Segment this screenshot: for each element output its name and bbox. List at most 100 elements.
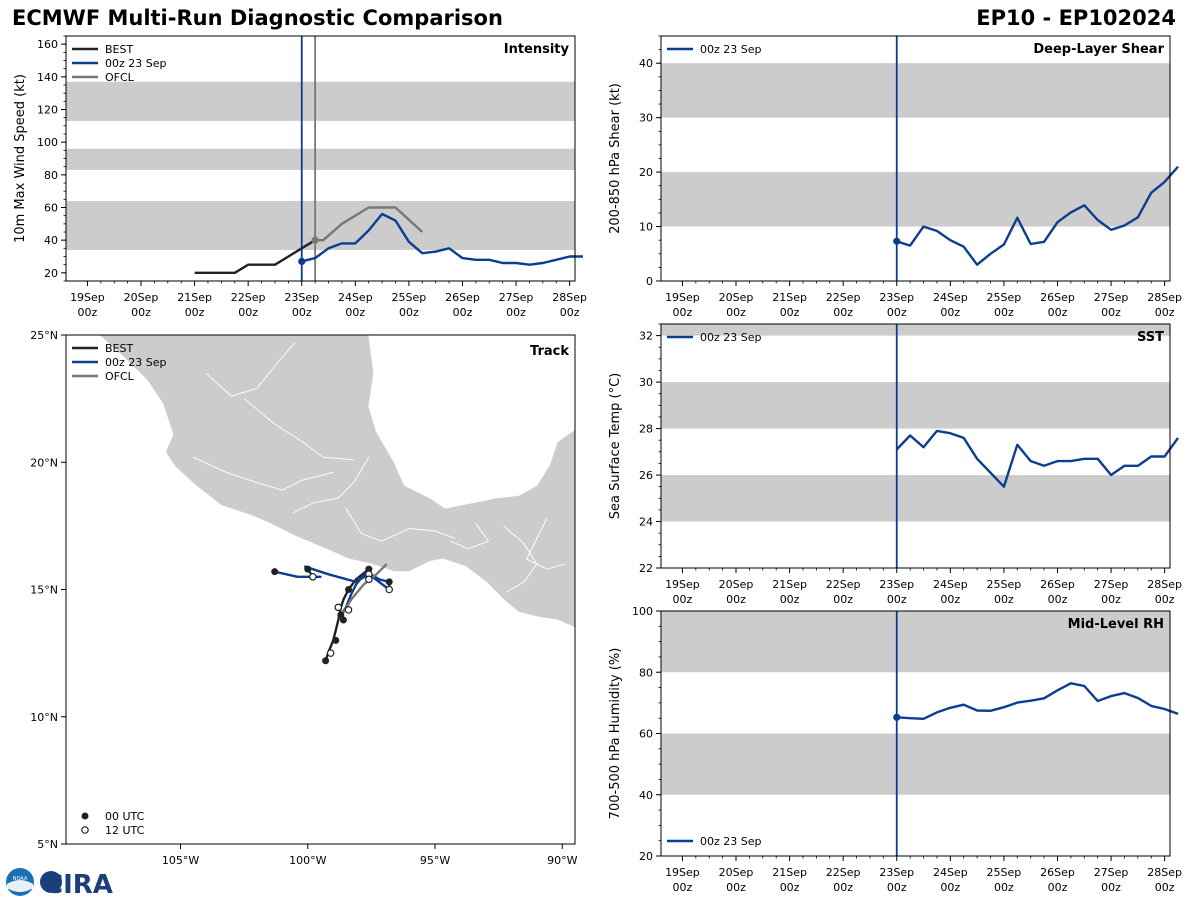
track-point-00utc (304, 566, 311, 573)
sst-xtick-hour: 00z (1048, 593, 1068, 606)
shear-xtick-label: 19Sep (665, 291, 700, 304)
sst-xtick-label: 26Sep (1040, 578, 1075, 591)
intensity-ytick-label: 40 (44, 234, 58, 247)
track-ytick-label: 15°N (30, 584, 58, 597)
track-point-12utc (366, 576, 372, 582)
shear-xtick-hour: 00z (1101, 306, 1121, 319)
intensity-marker-0 (298, 258, 305, 265)
shear-xtick-hour: 00z (1048, 306, 1068, 319)
intensity-xtick-label: 23Sep (284, 291, 319, 304)
rh-xtick-hour: 00z (726, 881, 746, 894)
intensity-ytick-label: 20 (44, 267, 58, 280)
shear-xtick-hour: 00z (994, 306, 1014, 319)
rh-xtick-hour: 00z (1048, 881, 1068, 894)
shear-ytick-label: 20 (639, 166, 653, 179)
intensity-title: Intensity (504, 42, 570, 57)
shear-xtick-label: 26Sep (1040, 291, 1075, 304)
track-xtick-label: 95°W (420, 854, 450, 867)
track-legend-label: OFCL (105, 370, 135, 383)
sst-ytick-label: 24 (639, 516, 653, 529)
intensity-xtick-hour: 00z (185, 306, 205, 319)
sst-title: SST (1137, 330, 1164, 345)
track-xtick-label: 90°W (547, 854, 577, 867)
shear-xtick-label: 21Sep (772, 291, 807, 304)
rh-marker-0 (893, 714, 900, 721)
track-legend-point-label: 00 UTC (105, 810, 145, 823)
track-point-00utc (322, 657, 329, 664)
shear-xtick-label: 23Sep (879, 291, 914, 304)
sst-xtick-label: 28Sep (1147, 578, 1182, 591)
intensity-xtick-label: 19Sep (70, 291, 105, 304)
shear-band-0 (661, 172, 1170, 226)
intensity-xtick-hour: 00z (453, 306, 473, 319)
track-legend-12utc-marker (82, 827, 88, 833)
intensity-xtick-hour: 00z (560, 306, 580, 319)
sst-xtick-hour: 00z (994, 593, 1014, 606)
shear-band-1 (661, 63, 1170, 117)
rh-ytick-label: 60 (639, 728, 653, 741)
intensity-xtick-hour: 00z (399, 306, 419, 319)
track-title: Track (530, 344, 569, 359)
track-legend-00utc-marker (82, 813, 89, 820)
track-point-00utc (345, 586, 352, 593)
intensity-legend-label: 00z 23 Sep (105, 57, 167, 70)
track-series-best (326, 569, 369, 661)
shear-xtick-hour: 00z (940, 306, 960, 319)
shear-xtick-label: 22Sep (826, 291, 861, 304)
sst-xtick-hour: 00z (833, 593, 853, 606)
sst-xtick-label: 25Sep (987, 578, 1022, 591)
sst-xtick-hour: 00z (726, 593, 746, 606)
sst-band-0 (661, 475, 1170, 521)
track-point-00utc (332, 637, 339, 644)
sst-xtick-label: 20Sep (719, 578, 754, 591)
sst-xtick-hour: 00z (940, 593, 960, 606)
track-point-12utc (327, 650, 333, 656)
intensity-xtick-label: 22Sep (231, 291, 266, 304)
panel-rh: 2040608010019Sep00z20Sep00z21Sep00z22Sep… (608, 605, 1182, 894)
shear-ylabel: 200-850 hPa Shear (kt) (608, 83, 623, 234)
track-point-12utc (386, 586, 392, 592)
intensity-xtick-label: 27Sep (499, 291, 534, 304)
sst-xtick-label: 24Sep (933, 578, 968, 591)
rh-xtick-label: 23Sep (879, 866, 914, 879)
intensity-band-2 (66, 82, 575, 121)
track-point-00utc (271, 568, 278, 575)
intensity-band-0 (66, 201, 575, 250)
shear-title: Deep-Layer Shear (1033, 42, 1164, 57)
intensity-ytick-label: 140 (37, 71, 58, 84)
rh-xtick-hour: 00z (1101, 881, 1121, 894)
rh-xtick-label: 24Sep (933, 866, 968, 879)
panel-shear: 0 10 20 30 40 19Sep 00z 20Sep 00z 21Sep 00z 22Sep 00… (608, 36, 1182, 319)
intensity-xtick-hour: 00z (131, 306, 151, 319)
track-ytick-label: 20°N (30, 456, 58, 469)
intensity-xtick-hour: 00z (292, 306, 312, 319)
shear-xtick-label: 28Sep (1147, 291, 1182, 304)
shear-xtick-hour: 00z (1155, 306, 1175, 319)
intensity-ytick-label: 120 (37, 104, 58, 117)
sst-legend-label: 00z 23 Sep (700, 331, 762, 344)
intensity-xtick-hour: 00z (238, 306, 258, 319)
sst-ytick-label: 30 (639, 376, 653, 389)
sst-band-1 (661, 382, 1170, 428)
noaa-logo-text: NOAA (13, 876, 28, 882)
sst-ylabel: Sea Surface Temp (°C) (608, 373, 623, 520)
intensity-marker-1 (312, 237, 319, 244)
shear-xtick-hour: 00z (726, 306, 746, 319)
rh-series-run (897, 683, 1178, 719)
intensity-xtick-hour: 00z (345, 306, 365, 319)
intensity-xtick-label: 20Sep (124, 291, 159, 304)
rh-xtick-label: 21Sep (772, 866, 807, 879)
track-point-00utc (386, 578, 393, 585)
rh-xtick-hour: 00z (940, 881, 960, 894)
rh-xtick-hour: 00z (833, 881, 853, 894)
shear-ytick-label: 10 (639, 221, 653, 234)
intensity-xtick-hour: 00z (78, 306, 98, 319)
shear-xtick-hour: 00z (780, 306, 800, 319)
sst-xtick-hour: 00z (673, 593, 693, 606)
shear-xtick-label: 27Sep (1094, 291, 1129, 304)
intensity-xtick-hour: 00z (506, 306, 526, 319)
panel-track: 105°W 100°W 95°W 90°W5°N10°N15°N20°N25°NTra… (30, 329, 577, 867)
track-point-12utc (345, 607, 351, 613)
shear-marker-0 (893, 238, 900, 245)
intensity-xtick-label: 25Sep (392, 291, 427, 304)
